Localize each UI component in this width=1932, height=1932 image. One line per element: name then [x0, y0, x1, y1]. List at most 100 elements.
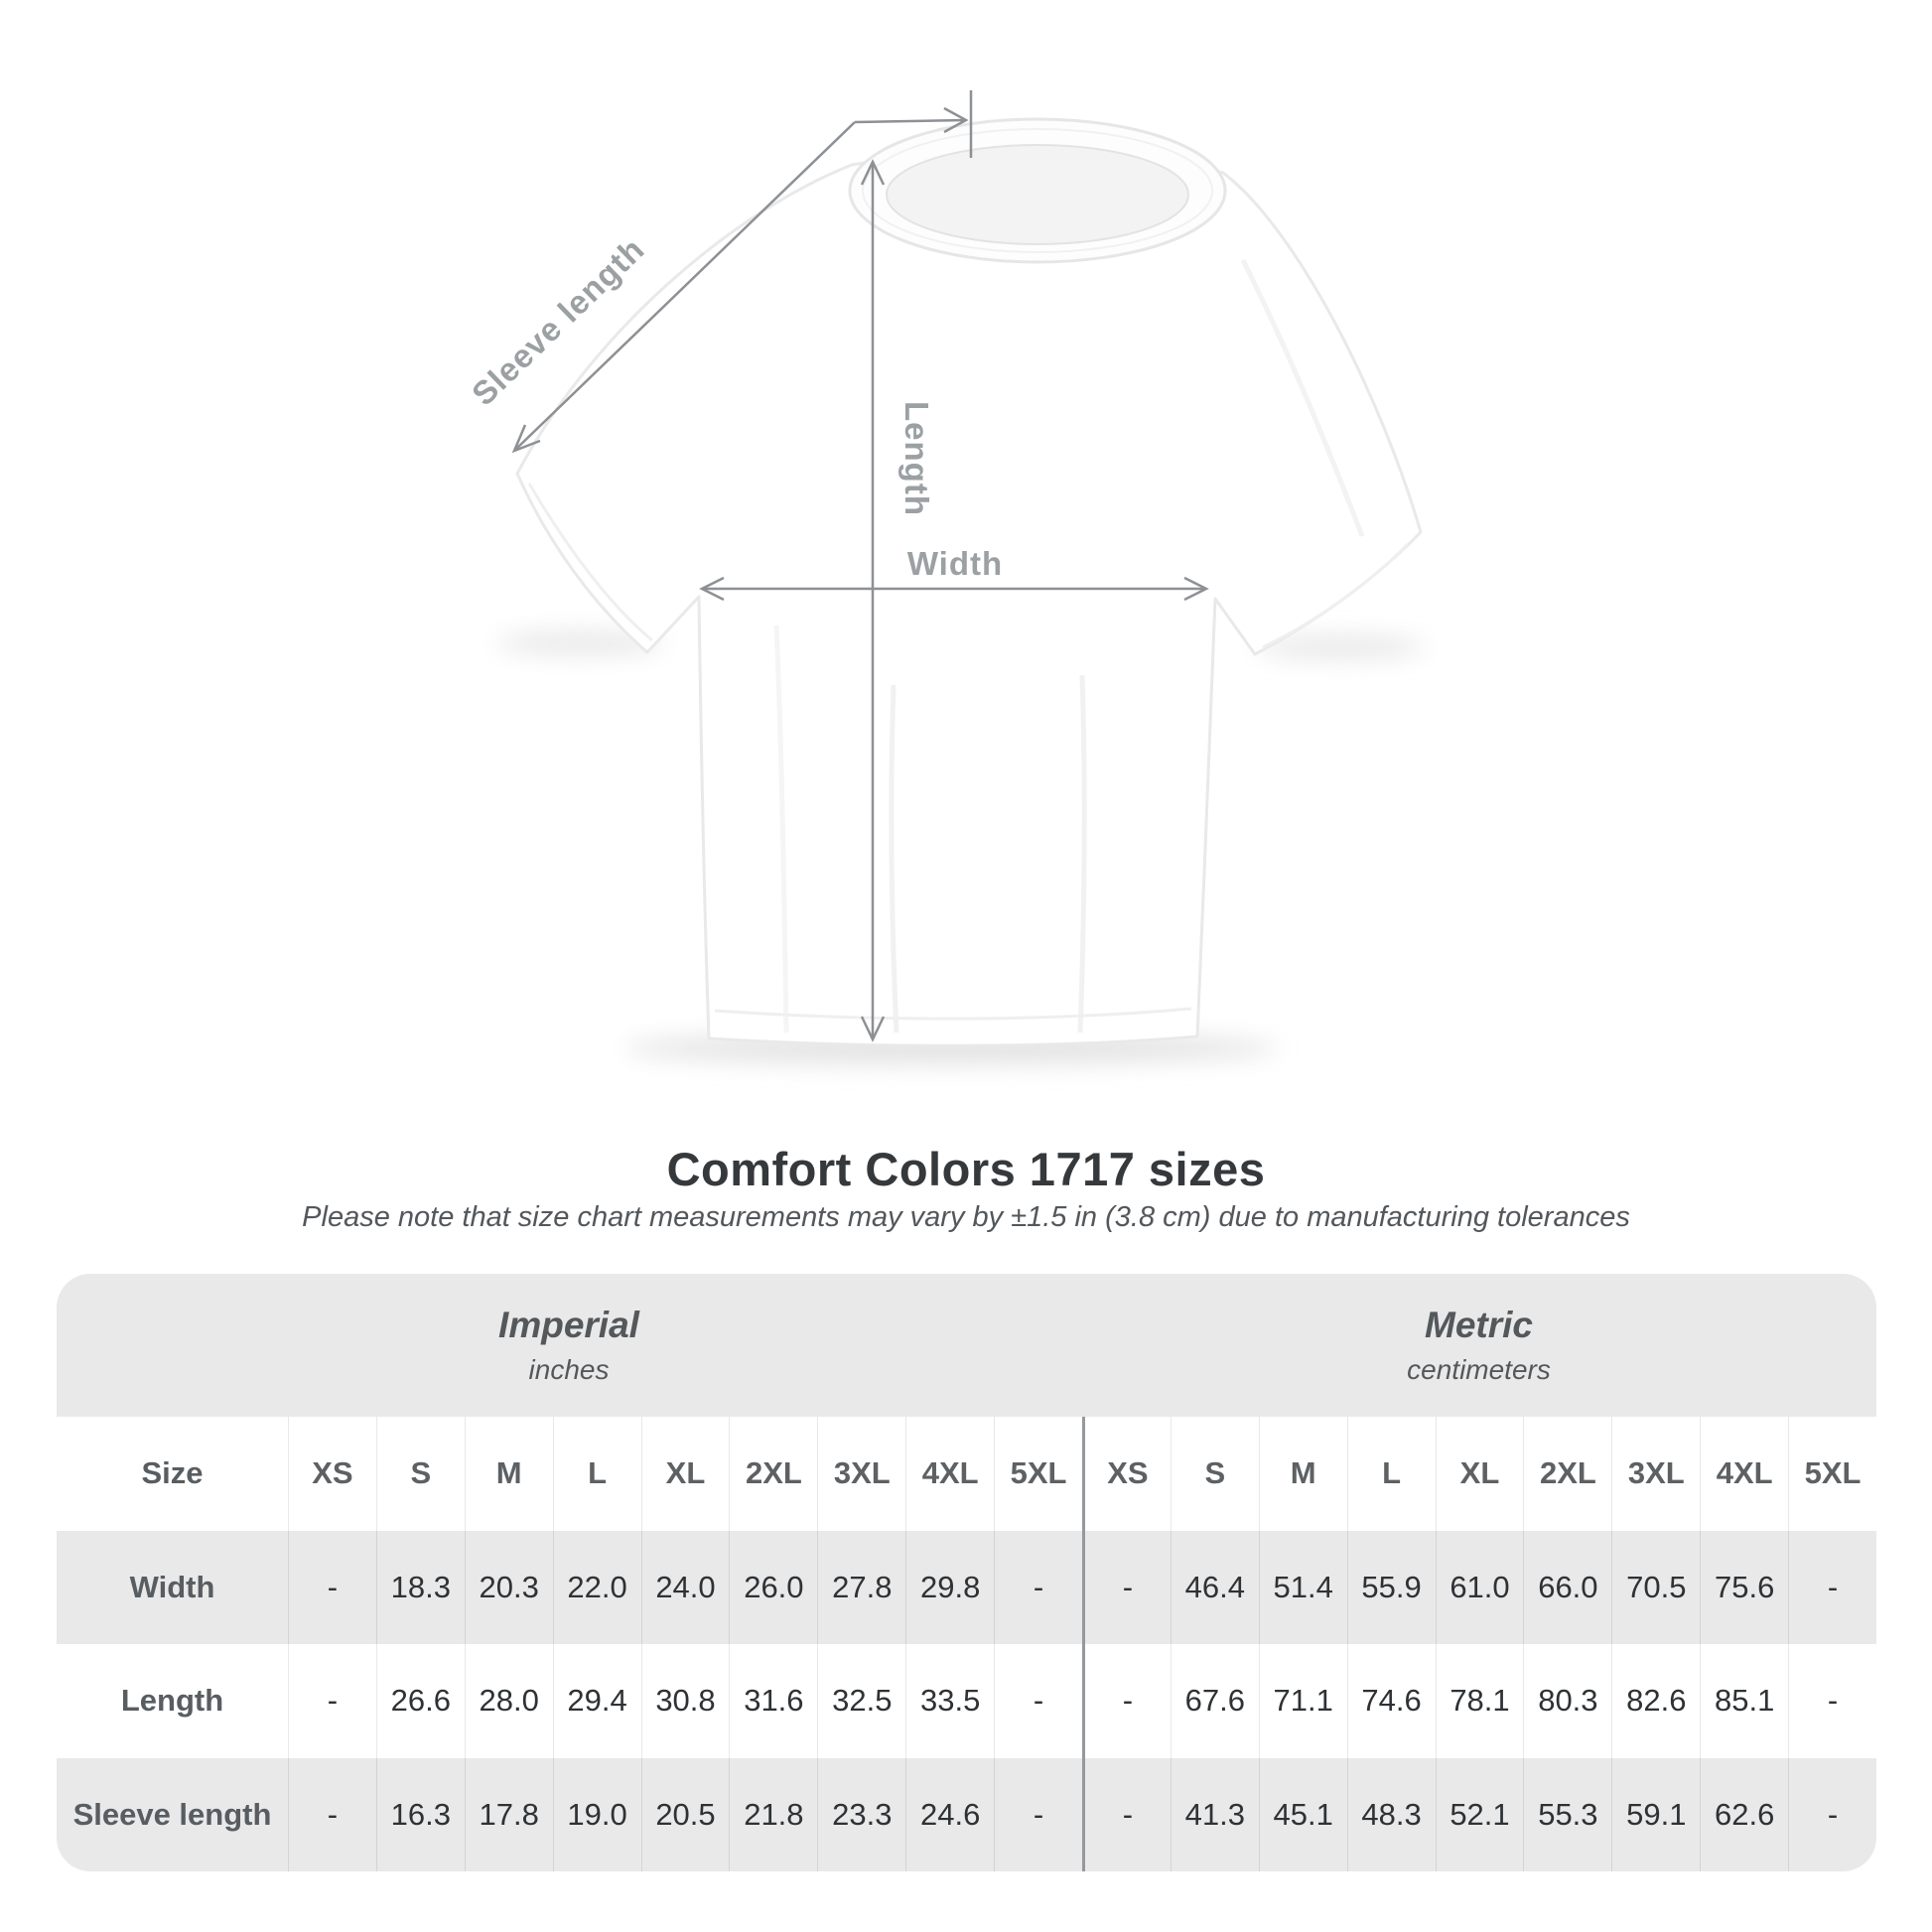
- size-header-cell: XL: [640, 1417, 730, 1531]
- value-cell: 16.3: [375, 1757, 465, 1871]
- fabric-folds: [773, 258, 1365, 1034]
- size-header-cell: L: [552, 1417, 641, 1531]
- value-cell: 52.1: [1435, 1757, 1524, 1871]
- size-header-cell: 2XL: [729, 1417, 817, 1531]
- value-cell: -: [288, 1757, 376, 1871]
- value-cell: 20.5: [640, 1757, 730, 1871]
- unit-header-imperial: Imperial inches: [57, 1274, 1081, 1417]
- value-cell: -: [1081, 1757, 1171, 1871]
- collar: [848, 117, 1227, 264]
- value-cell: 22.0: [552, 1530, 641, 1644]
- value-cell: -: [1081, 1644, 1171, 1758]
- size-header-cell: XS: [1081, 1417, 1171, 1531]
- value-cell: 55.9: [1346, 1530, 1436, 1644]
- value-cell: -: [1788, 1644, 1876, 1758]
- value-cell: 66.0: [1523, 1530, 1611, 1644]
- measurement-lines: [511, 90, 1209, 1042]
- value-cell: -: [288, 1644, 376, 1758]
- size-header-cell: 2XL: [1523, 1417, 1611, 1531]
- value-cell: 26.0: [729, 1530, 817, 1644]
- value-cell: 80.3: [1523, 1644, 1611, 1758]
- value-cell: 74.6: [1346, 1644, 1436, 1758]
- value-cell: 24.0: [640, 1530, 730, 1644]
- sleeve-length-arrow: [511, 90, 973, 454]
- value-cell: 28.0: [464, 1644, 553, 1758]
- tshirt-body: [515, 151, 1423, 1047]
- size-header-cell: 3XL: [817, 1417, 905, 1531]
- value-cell: 31.6: [729, 1644, 817, 1758]
- unit-header-metric: Metric centimeters: [1081, 1274, 1876, 1417]
- page-title: Comfort Colors 1717 sizes: [666, 1143, 1266, 1195]
- value-cell: -: [994, 1757, 1082, 1871]
- value-cell: 82.6: [1611, 1644, 1700, 1758]
- row-label-cell: Width: [129, 1569, 215, 1604]
- value-cell: 45.1: [1258, 1757, 1347, 1871]
- unit-sub-imperial: inches: [528, 1354, 610, 1385]
- value-cell: 26.6: [375, 1644, 465, 1758]
- tshirt-graphic: [515, 117, 1423, 1047]
- value-cell: 27.8: [817, 1530, 905, 1644]
- size-header-cell: S: [375, 1417, 465, 1531]
- size-column-label: Size: [141, 1455, 204, 1491]
- value-cell: 20.3: [464, 1530, 553, 1644]
- size-header-cell: XS: [288, 1417, 376, 1531]
- size-header-row: Size XS S M L XL 2XL 3XL 4XL 5XL XS S M L XL 2XL 3XL 4XL 5…: [57, 1417, 1876, 1531]
- value-cell: 62.6: [1700, 1757, 1788, 1871]
- size-header-cell: S: [1170, 1417, 1259, 1531]
- value-cell: -: [994, 1644, 1082, 1758]
- table-row: Width -18.3 20.3 22.0 24.0 26.0 27.8 29.8- -46.4…: [57, 1530, 1876, 1644]
- size-header-cell: L: [1346, 1417, 1436, 1531]
- value-cell: -: [1788, 1530, 1876, 1644]
- value-cell: 19.0: [552, 1757, 641, 1871]
- value-cell: 67.6: [1170, 1644, 1259, 1758]
- value-cell: 59.1: [1611, 1757, 1700, 1871]
- value-cell: 78.1: [1435, 1644, 1524, 1758]
- value-cell: 71.1: [1258, 1644, 1347, 1758]
- value-cell: -: [288, 1530, 376, 1644]
- unit-sub-metric: centimeters: [1407, 1354, 1551, 1385]
- value-cell: -: [1788, 1757, 1876, 1871]
- value-cell: 70.5: [1611, 1530, 1700, 1644]
- width-arrow: [699, 576, 1209, 602]
- value-cell: -: [994, 1530, 1082, 1644]
- value-cell: 51.4: [1258, 1530, 1347, 1644]
- unit-header: Imperial inches Metric centimeters: [57, 1274, 1876, 1417]
- value-cell: 41.3: [1170, 1757, 1259, 1871]
- table-row: Sleeve length -16.3 17.8 19.0 20.5 21.8 23.3 24…: [57, 1757, 1876, 1871]
- length-arrow: [860, 159, 886, 1042]
- value-cell: 23.3: [817, 1757, 905, 1871]
- unit-name-metric: Metric: [1425, 1305, 1533, 1345]
- value-cell: 48.3: [1346, 1757, 1436, 1871]
- size-header-cell: XL: [1435, 1417, 1524, 1531]
- value-cell: 85.1: [1700, 1644, 1788, 1758]
- table-row: Length -26.6 28.0 29.4 30.8 31.6 32.5 33.5- -67.…: [57, 1644, 1876, 1758]
- value-cell: 46.4: [1170, 1530, 1259, 1644]
- value-cell: 18.3: [375, 1530, 465, 1644]
- page-subtitle: Please note that size chart measurements…: [302, 1201, 1630, 1233]
- value-cell: 30.8: [640, 1644, 730, 1758]
- value-cell: -: [1081, 1530, 1171, 1644]
- width-label: Width: [907, 545, 1003, 582]
- size-header-cell: 4XL: [905, 1417, 994, 1531]
- size-header-cell: 3XL: [1611, 1417, 1700, 1531]
- unit-name-imperial: Imperial: [498, 1305, 639, 1345]
- value-cell: 29.4: [552, 1644, 641, 1758]
- value-cell: 33.5: [905, 1644, 994, 1758]
- value-cell: 61.0: [1435, 1530, 1524, 1644]
- value-cell: 29.8: [905, 1530, 994, 1644]
- size-table: Imperial inches Metric centimeters Size X…: [57, 1274, 1876, 1871]
- stitch-lines: [527, 483, 1410, 1021]
- row-label-cell: Length: [120, 1683, 224, 1719]
- value-cell: 55.3: [1523, 1757, 1611, 1871]
- size-header-cell: M: [464, 1417, 553, 1531]
- value-cell: 21.8: [729, 1757, 817, 1871]
- tshirt-diagram: Sleeve length Length Width: [465, 90, 1425, 1064]
- row-label-cell: Sleeve length: [72, 1796, 272, 1832]
- table-rows: Size XS S M L XL 2XL 3XL 4XL 5XL XS S M L XL 2XL 3XL 4XL 5…: [57, 1417, 1876, 1871]
- size-header-cell: M: [1258, 1417, 1347, 1531]
- size-header-cell: 5XL: [1788, 1417, 1876, 1531]
- value-cell: 24.6: [905, 1757, 994, 1871]
- value-cell: 32.5: [817, 1644, 905, 1758]
- size-header-cell: 5XL: [994, 1417, 1082, 1531]
